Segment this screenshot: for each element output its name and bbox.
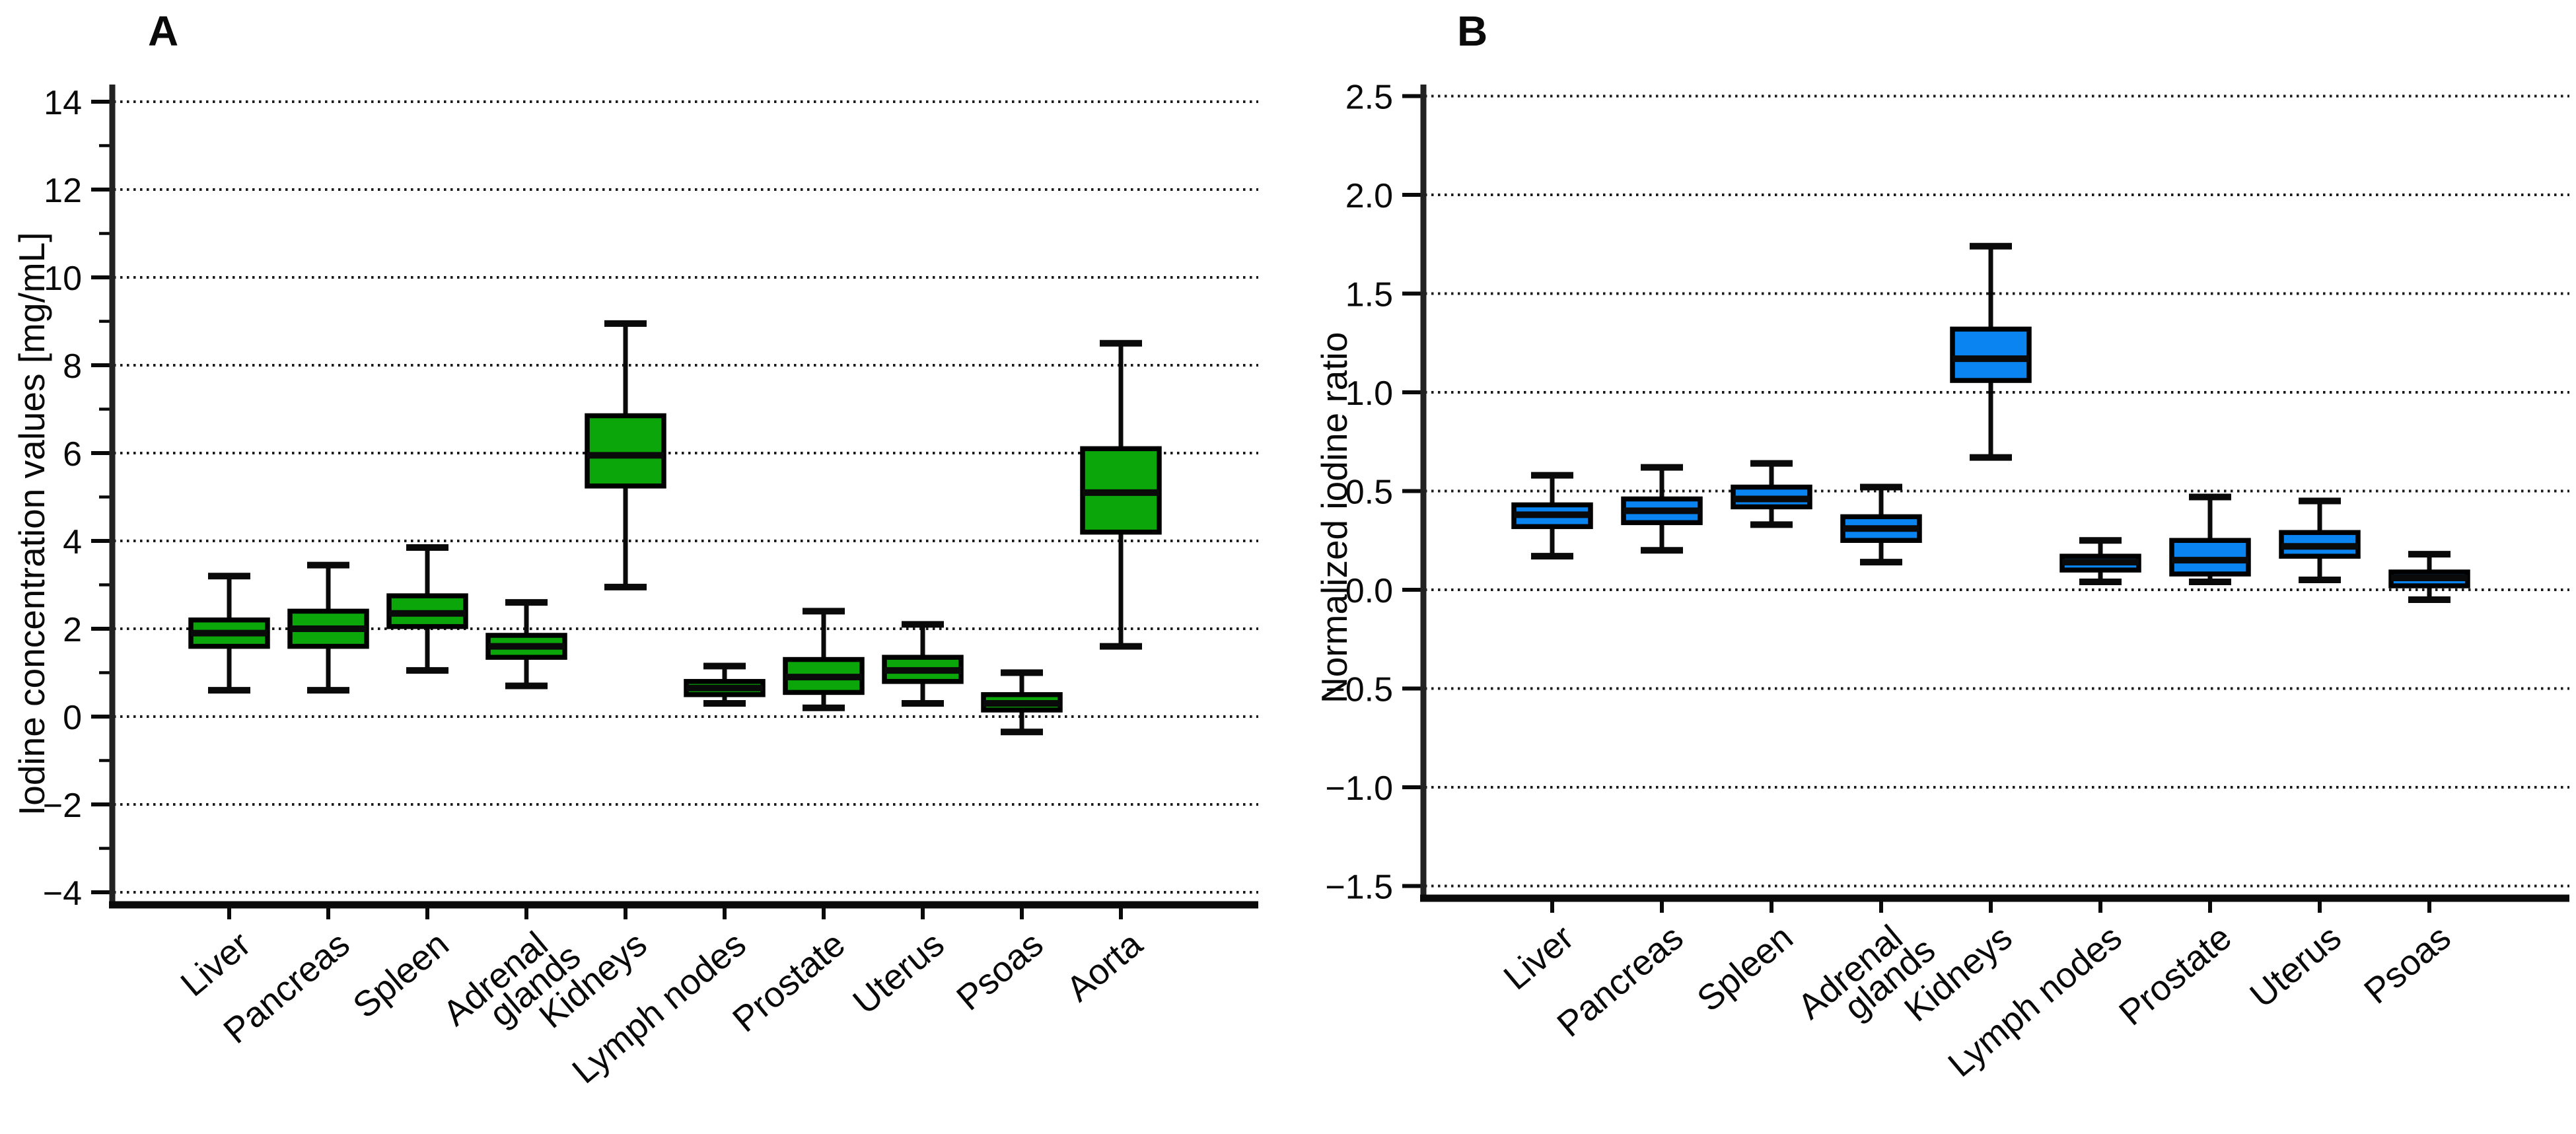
panel-a-y-tick-label: −2 bbox=[43, 787, 82, 825]
panel-b-y-tick-label: 2.0 bbox=[1345, 177, 1393, 215]
panel-b-y-tick-label: 2.5 bbox=[1345, 79, 1393, 117]
panel-a-category-label: Uterus bbox=[845, 924, 951, 1022]
panel-a-category-label: Psoas bbox=[949, 924, 1051, 1018]
panel-a-y-tick-label: 0 bbox=[63, 699, 82, 737]
panel-a-category-label: Prostate bbox=[725, 924, 853, 1040]
panel-a-category-label: Spleen bbox=[345, 924, 456, 1026]
panel-b-category-label: Liver bbox=[1496, 917, 1581, 997]
panel-a-title: A bbox=[148, 7, 179, 55]
panel-b-title: B bbox=[1457, 7, 1488, 55]
panel-b-category-label: Uterus bbox=[2242, 917, 2348, 1015]
panel-b-category-label: Prostate bbox=[2112, 917, 2239, 1033]
panel-b-y-tick-label: 0.0 bbox=[1345, 572, 1393, 610]
panel-a-y-axis-label: Iodine concentration values [mg/mL] bbox=[11, 232, 52, 816]
panel-b-y-tick-label: 1.0 bbox=[1345, 374, 1393, 413]
panel-b-category-label: Spleen bbox=[1690, 917, 1800, 1019]
panel-b-category-label: Psoas bbox=[2357, 917, 2458, 1011]
panel-a-y-tick-label: −4 bbox=[43, 874, 82, 913]
panel-a-y-tick-label: 4 bbox=[63, 523, 82, 561]
panel-a-box-kidneys bbox=[585, 413, 666, 489]
panel-b-y-tick-label: 1.5 bbox=[1345, 276, 1393, 314]
panel-b-y-tick-label: −0.5 bbox=[1325, 671, 1393, 709]
panel-b-category-label: Adrenalglands bbox=[1791, 907, 1943, 1051]
panel-a-category-label: Liver bbox=[173, 924, 258, 1004]
panel-a-y-tick-label: 12 bbox=[44, 172, 82, 210]
panel-b-y-tick-label: −1.0 bbox=[1325, 769, 1393, 808]
panel-a-category-label: Aorta bbox=[1059, 924, 1150, 1010]
panel-a-y-tick-label: 8 bbox=[63, 347, 82, 386]
panel-a-category-label: Lymph nodes bbox=[565, 924, 753, 1091]
panel-a-y-tick-label: 14 bbox=[44, 84, 82, 122]
panel-a-y-tick-label: 10 bbox=[44, 260, 82, 298]
panel-b-y-tick-label: −1.5 bbox=[1325, 868, 1393, 907]
panel-b-box-kidneys bbox=[1950, 326, 2032, 383]
panel-a-y-tick-label: 6 bbox=[63, 435, 82, 474]
panel-b-y-axis-label: Normalized iodine ratio bbox=[1314, 332, 1355, 704]
panel-b-y-tick-label: 0.5 bbox=[1345, 474, 1393, 512]
panel-a-y-tick-label: 2 bbox=[63, 611, 82, 649]
